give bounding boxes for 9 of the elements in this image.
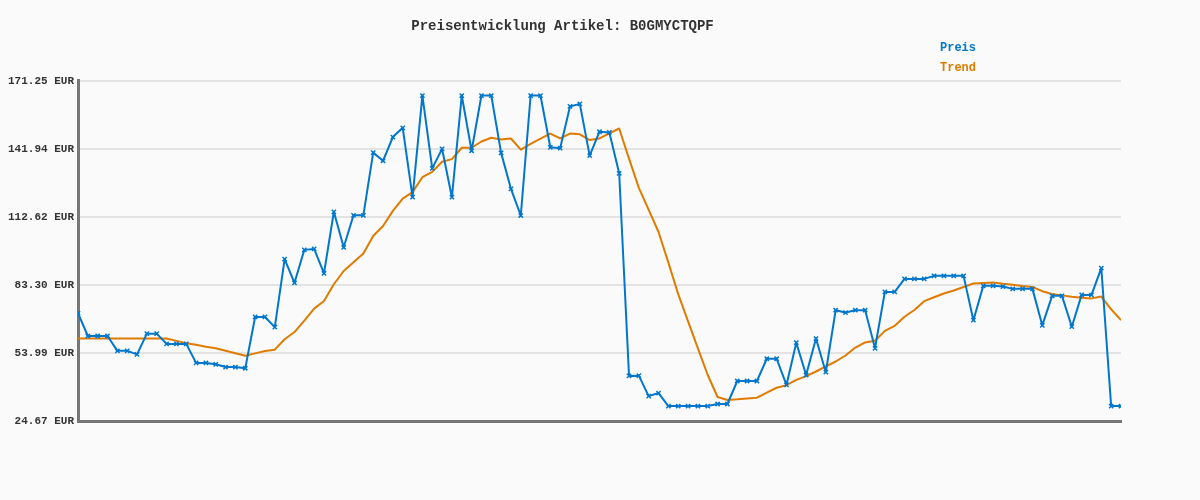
y-tick-label: 171.25 EUR <box>8 74 75 87</box>
y-tick-label: 53.99 EUR <box>14 346 75 359</box>
y-tick-label: 24.67 EUR <box>14 414 75 427</box>
text: Preis <box>940 40 977 57</box>
text: Trend <box>940 60 977 77</box>
y-tick-label: 141.94 EUR <box>8 142 75 155</box>
chart-title: Preisentwicklung Artikel: B0GMYCTQPF <box>411 17 714 34</box>
y-tick-label: 83.30 EUR <box>14 278 75 291</box>
y-tick-label: 112.62 EUR <box>8 210 75 223</box>
